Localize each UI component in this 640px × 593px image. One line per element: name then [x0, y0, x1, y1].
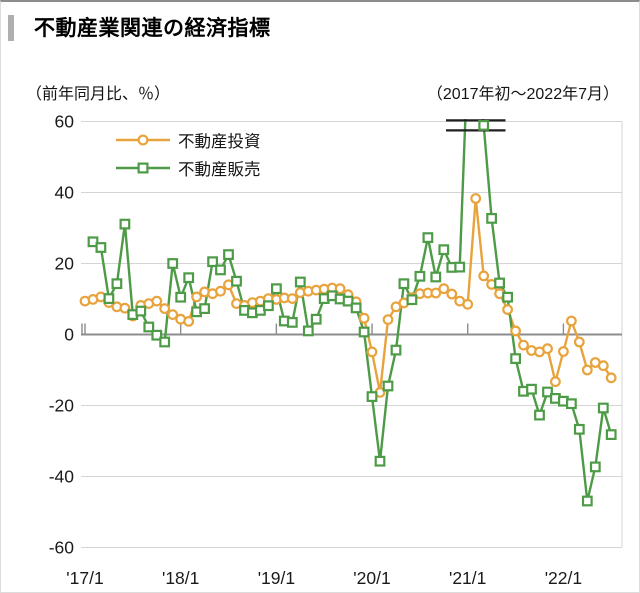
data-point-markers-sales [87, 119, 617, 507]
svg-text:-60: -60 [49, 538, 75, 558]
x-axis-line [81, 323, 622, 336]
svg-text:0: 0 [64, 325, 74, 345]
x-tick-labels: '17/1 '18/1 '19/1 '20/1 '21/1 '22/1 [66, 568, 582, 588]
svg-text:'22/1: '22/1 [545, 568, 582, 588]
page-title: 不動産業関連の経済指標 [34, 17, 271, 40]
svg-text:-40: -40 [49, 467, 75, 487]
svg-text:'19/1: '19/1 [258, 568, 295, 588]
y-tick-labels: 60 40 20 0 -20 -40 -60 [49, 112, 75, 558]
legend-label-investment: 不動産投資 [178, 133, 261, 151]
svg-text:60: 60 [55, 112, 75, 132]
chart-legend: 不動産投資 不動産販売 [114, 126, 261, 182]
legend-label-sales: 不動産販売 [178, 161, 261, 179]
legend-line-circle-icon [116, 134, 170, 146]
legend-line-square-icon [116, 162, 170, 174]
legend-item-sales: 不動産販売 [114, 154, 261, 182]
svg-text:'18/1: '18/1 [162, 568, 199, 588]
title-accent-bar [8, 15, 14, 41]
svg-text:'17/1: '17/1 [66, 568, 103, 588]
data-point-markers-investment [79, 193, 617, 398]
legend-item-investment: 不動産投資 [114, 126, 261, 154]
svg-text:'21/1: '21/1 [449, 568, 486, 588]
series-line-sales [92, 119, 613, 503]
axis-break-marks [446, 119, 506, 132]
svg-text:'20/1: '20/1 [353, 568, 390, 588]
svg-text:-20: -20 [49, 396, 75, 416]
y-axis-unit-label: （前年同月比、％） [26, 86, 171, 103]
svg-text:40: 40 [55, 183, 75, 203]
period-range-label: （2017年初～2022年7月） [426, 86, 619, 103]
svg-text:20: 20 [55, 254, 75, 274]
